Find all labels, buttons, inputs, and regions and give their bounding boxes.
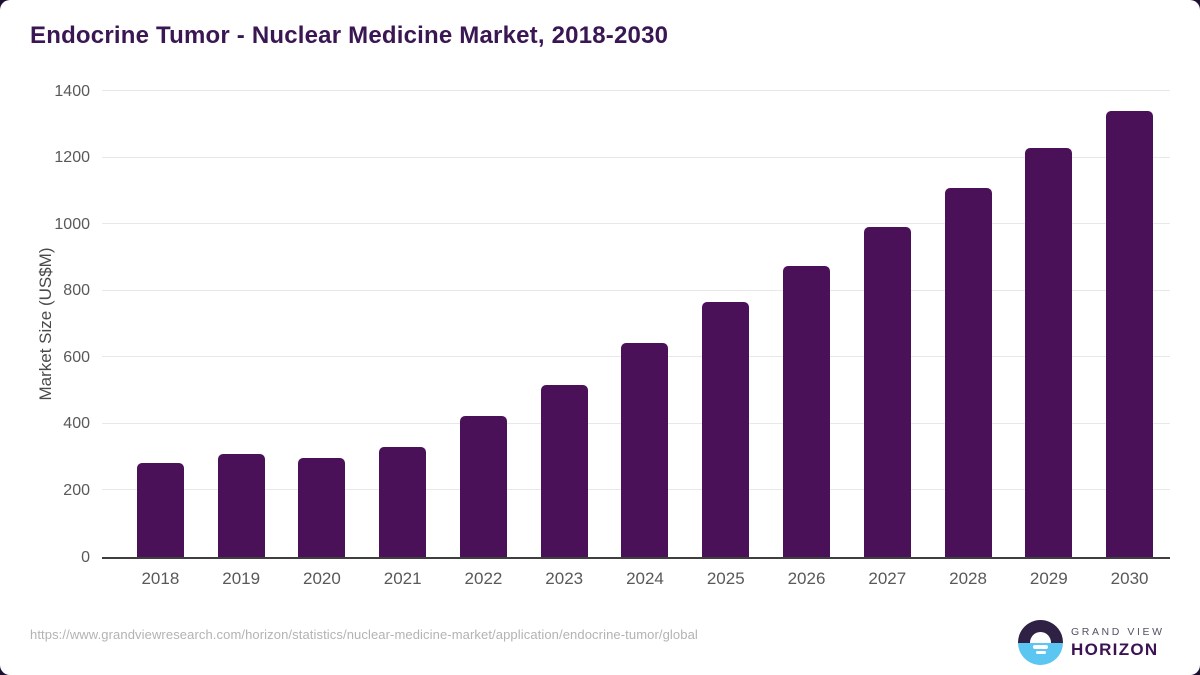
source-url: https://www.grandviewresearch.com/horizo… <box>30 627 698 642</box>
bar-2021[interactable] <box>379 446 427 557</box>
gridline <box>102 156 1170 158</box>
plot-area: 2018 2019 2020 2021 2022 2023 2024 2025 2026 2027… <box>54 83 1170 588</box>
bar-slot <box>524 91 605 557</box>
bar-slot <box>201 91 282 557</box>
x-tick-label: 2024 <box>626 569 664 588</box>
x-tick-label: 2026 <box>787 569 826 588</box>
bar-slot <box>1089 91 1170 557</box>
x-tick-label: 2021 <box>383 569 422 588</box>
y-tick-label: 1400 <box>54 82 90 100</box>
y-tick-label: 200 <box>63 481 90 499</box>
bars <box>102 91 1170 557</box>
x-tick-label: 2029 <box>1029 569 1068 588</box>
bar-2023[interactable] <box>540 385 588 557</box>
bar-slot <box>443 91 524 557</box>
x-tick-label: 2025 <box>706 569 745 588</box>
x-tick-label: 2027 <box>868 569 907 588</box>
logo-sun-icon <box>1030 632 1051 643</box>
x-tick-label: 2030 <box>1110 569 1149 588</box>
bar-2019[interactable] <box>217 454 265 557</box>
brand-name-top: GRAND VIEW <box>1071 625 1165 638</box>
bar-slot <box>766 91 847 557</box>
y-axis-title: Market Size (US$M) <box>36 247 55 401</box>
bar-2020[interactable] <box>298 458 346 557</box>
x-tick-label: 2028 <box>949 569 987 588</box>
x-tick-label: 2018 <box>141 569 180 588</box>
bar-2022[interactable] <box>459 415 507 557</box>
bar-slot <box>362 91 443 557</box>
x-tick-label: 2020 <box>303 569 341 588</box>
y-tick-label: 1200 <box>54 149 90 167</box>
x-tick-label: 2023 <box>545 569 584 588</box>
logo-reflection-dash <box>1035 650 1046 654</box>
brand-text: GRAND VIEW HORIZON <box>1071 626 1165 660</box>
bar-2026[interactable] <box>783 265 830 557</box>
bar-2024[interactable] <box>621 343 669 557</box>
bar-2029[interactable] <box>1025 148 1073 557</box>
bar-2018[interactable] <box>136 462 184 557</box>
y-tick-label: 1000 <box>54 215 90 233</box>
y-tick-label: 0 <box>81 548 90 566</box>
y-tick-label: 400 <box>63 415 90 433</box>
bar-slot <box>685 91 766 557</box>
gridline <box>102 90 1170 91</box>
y-tick-label: 800 <box>63 282 90 300</box>
bar-2028[interactable] <box>944 187 992 557</box>
bar-slot <box>120 91 201 557</box>
x-axis-labels: 2018 2019 2020 2021 2022 2023 2024 2025 2026 2027… <box>102 569 1170 589</box>
logo-reflection-dash <box>1033 645 1048 649</box>
gridline <box>102 223 1170 225</box>
gridline <box>102 289 1170 291</box>
bar-slot <box>928 91 1009 557</box>
bar-2025[interactable] <box>702 302 750 557</box>
y-tick-label: 600 <box>63 348 90 366</box>
x-tick-label: 2022 <box>464 569 503 588</box>
bar-slot <box>605 91 686 557</box>
bar-slot <box>847 91 928 557</box>
bar-slot <box>282 91 363 557</box>
horizon-logo-icon <box>1018 620 1063 665</box>
bar-2027[interactable] <box>863 227 911 557</box>
brand-name-bottom: HORIZON <box>1071 639 1159 659</box>
logo-sky-half <box>1018 620 1063 643</box>
x-tick-label: 2019 <box>222 569 261 588</box>
bar-2030[interactable] <box>1106 110 1154 557</box>
brand-logo: GRAND VIEW HORIZON <box>1018 620 1165 665</box>
chart-title: Endocrine Tumor - Nuclear Medicine Marke… <box>30 22 669 49</box>
bar-slot <box>1008 91 1089 557</box>
